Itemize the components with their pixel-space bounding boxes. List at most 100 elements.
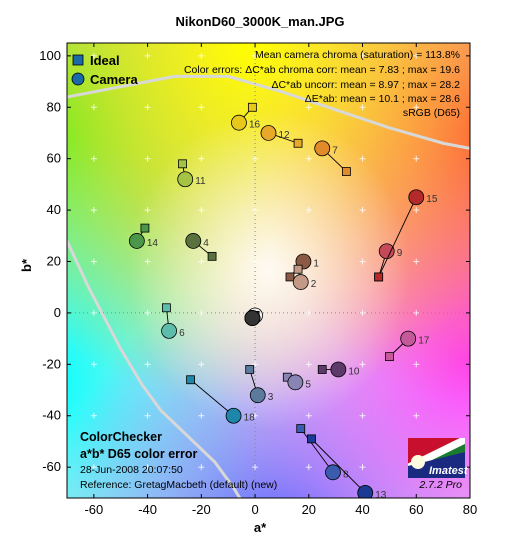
grid-mark	[198, 104, 205, 111]
grid-mark	[90, 207, 97, 214]
grid-mark	[359, 361, 366, 368]
patch-label-4: 4	[203, 238, 209, 249]
ideal-point-17	[384, 352, 394, 362]
grid-mark	[305, 52, 312, 59]
grid-mark	[359, 464, 366, 471]
grid-mark	[359, 309, 366, 316]
caption: ColorChecker a*b* D65 color error 28-Jun…	[80, 430, 277, 491]
x-tick-label: -20	[192, 502, 211, 517]
camera-point-2	[292, 274, 309, 290]
grid-mark	[90, 361, 97, 368]
patch-label-16: 16	[249, 120, 261, 131]
error-stats: Mean camera chroma (saturation) = 113.8%…	[184, 49, 460, 119]
logo-version: 2.7.2 Pro	[418, 479, 462, 491]
error-chroma-corr: Color errors: ΔC*ab chroma corr: mean = …	[184, 64, 460, 76]
x-tick-label: -60	[84, 502, 103, 517]
grid-mark	[305, 104, 312, 111]
caption-subtitle: a*b* D65 color error	[80, 447, 198, 461]
grid-mark	[144, 309, 151, 316]
ideal-point-11	[178, 159, 187, 169]
grid-mark	[305, 207, 312, 214]
grid-mark	[90, 258, 97, 265]
x-tick-label: -40	[138, 502, 157, 517]
camera-point-11	[177, 171, 194, 188]
ideal-point-4	[207, 251, 217, 261]
grid-mark	[413, 361, 420, 368]
grid-mark	[144, 361, 151, 368]
camera-point-3	[249, 387, 266, 404]
grid-mark	[252, 207, 259, 214]
grid-mark	[413, 52, 420, 59]
grid-mark	[305, 412, 312, 419]
gamut-boundary-top	[67, 74, 470, 150]
grid-mark	[359, 52, 366, 59]
grid-mark	[252, 52, 259, 59]
y-tick-label: 60	[47, 151, 61, 166]
grid-mark	[198, 464, 205, 471]
ideal-point-10	[317, 365, 327, 374]
y-tick-label: -40	[42, 408, 61, 423]
camera-point-15	[408, 189, 425, 206]
patch-label-9: 9	[397, 248, 403, 259]
ideal-point-2	[293, 264, 303, 274]
grid-mark	[413, 104, 420, 111]
grid-mark	[90, 412, 97, 419]
y-tick-label: 100	[39, 48, 61, 63]
logo-name: Imatest	[429, 465, 469, 477]
x-tick-label: 40	[355, 502, 369, 517]
grid-mark	[305, 361, 312, 368]
grid-mark	[90, 52, 97, 59]
patch-label-7: 7	[332, 145, 338, 156]
grid-mark	[198, 155, 205, 162]
patch-label-12: 12	[279, 130, 291, 141]
ideal-point-18	[186, 375, 195, 385]
camera-point-10	[330, 361, 347, 378]
grid-mark	[198, 258, 205, 265]
ideal-point-6	[162, 303, 171, 313]
grid-mark	[359, 155, 366, 162]
patch-label-3: 3	[268, 392, 274, 403]
chart-title: NikonD60_3000K_man.JPG	[175, 14, 345, 29]
patch-label-5: 5	[305, 379, 311, 390]
camera-point-13	[357, 484, 374, 498]
grid-mark	[198, 309, 205, 316]
grid-mark	[144, 207, 151, 214]
patch-label-13: 13	[375, 490, 387, 501]
camera-point-9	[378, 243, 395, 260]
caption-title: ColorChecker	[80, 430, 162, 444]
color-space: sRGB (D65)	[403, 107, 460, 119]
x-tick-label: 60	[409, 502, 423, 517]
camera-point-6	[161, 323, 177, 339]
y-tick-label: -60	[42, 459, 61, 474]
grid-mark	[90, 104, 97, 111]
grid-mark	[252, 412, 259, 419]
camera-point-24	[244, 310, 261, 326]
ideal-point-3	[245, 365, 255, 374]
grid-mark	[413, 309, 420, 316]
grid-mark	[252, 155, 259, 162]
ideal-point-16	[247, 102, 257, 112]
grid-mark	[198, 52, 205, 59]
grid-mark	[252, 464, 259, 471]
y-tick-label: 40	[47, 202, 61, 217]
camera-point-14	[128, 233, 145, 249]
camera-point-8	[325, 464, 341, 481]
legend-camera-label: Camera	[90, 72, 138, 87]
axes: -60 -40 -20 0 20 40 60 80 -60 -40 -20 0 20 40 60 80 100	[39, 43, 477, 517]
grid-mark	[413, 155, 420, 162]
grid-mark	[413, 258, 420, 265]
plot-frame	[66, 42, 471, 499]
ideal-point-8	[296, 424, 306, 433]
camera-point-18	[225, 407, 242, 424]
ideal-point-14	[140, 223, 150, 233]
grid-mark	[198, 361, 205, 368]
grid-mark	[413, 207, 420, 214]
grid-mark	[413, 412, 420, 419]
grid-mark	[198, 412, 205, 419]
patch-label-8: 8	[343, 469, 349, 480]
ideal-point-13	[307, 434, 316, 444]
camera-point-5	[287, 374, 304, 391]
patch-label-6: 6	[179, 328, 185, 339]
grid-mark	[144, 464, 151, 471]
